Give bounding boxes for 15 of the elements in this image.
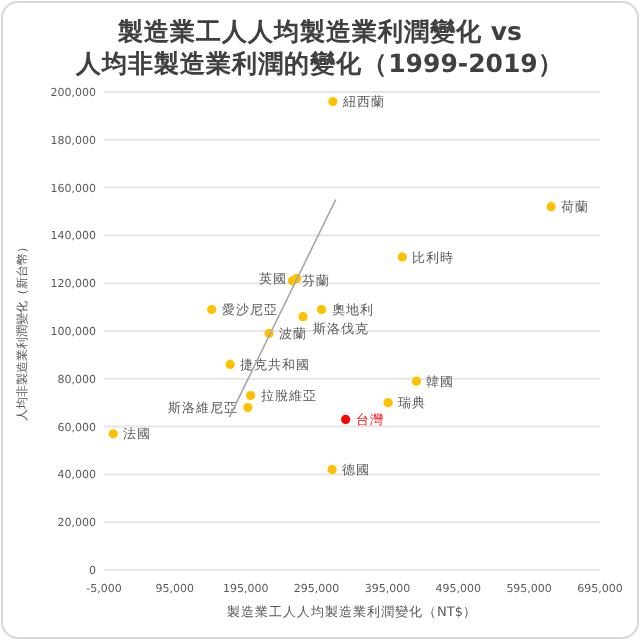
point	[108, 429, 118, 439]
point	[341, 414, 351, 425]
point	[383, 398, 393, 408]
point	[243, 402, 253, 413]
point	[397, 252, 407, 262]
point	[225, 359, 235, 370]
point	[327, 465, 337, 475]
point	[316, 304, 327, 315]
point	[546, 202, 556, 212]
point	[328, 96, 338, 107]
point	[411, 376, 422, 386]
point	[207, 304, 217, 315]
point	[246, 390, 256, 401]
point	[298, 312, 308, 322]
title: 製造業工人人均製造業利潤變化 vs 人均非製造業利潤的變化（1999-2019）	[76, 16, 564, 78]
